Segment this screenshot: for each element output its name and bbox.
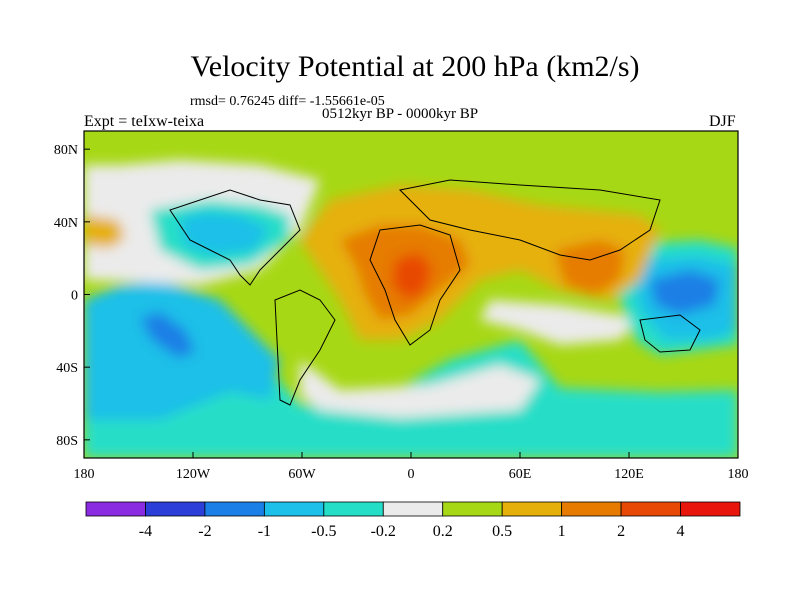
colorbar-swatch (382, 501, 444, 517)
contour-white-indian (480, 300, 640, 345)
colorbar-swatch (620, 501, 681, 517)
x-tick-label: 180 (74, 467, 95, 482)
colorbar-label: -1 (258, 523, 271, 540)
coast-south-america (274, 289, 336, 406)
colorbar-label: -0.2 (371, 523, 396, 540)
contour-blue-pacific-center (140, 312, 195, 358)
colorbar-label: 0.5 (492, 523, 512, 540)
colorbar-label: 4 (677, 523, 685, 540)
colorbar-swatch (680, 501, 741, 517)
colorbar-label: -2 (198, 523, 211, 540)
experiment-label: Expt = teIxw-teixa (84, 113, 205, 130)
colorbar: -4 -2 -1 -0.5 -0.2 0.2 0.5 1 2 4 (85, 501, 741, 540)
colorbar-swatch (501, 501, 563, 517)
coast-australia (639, 314, 701, 353)
colorbar-swatch (323, 501, 384, 517)
y-tick-label: 80N (54, 143, 78, 158)
contour-red-africa (392, 252, 432, 300)
colorbar-swatch (442, 501, 503, 517)
coast-north-america (169, 189, 301, 286)
colorbar-label: 2 (617, 523, 625, 540)
coast-africa (369, 224, 461, 346)
contour-cyan-south (84, 290, 738, 458)
colorbar-label: 0.2 (433, 523, 453, 540)
x-tick-label: 180 (728, 467, 749, 482)
coast-eurasia (398, 179, 661, 261)
colorbar-label: -4 (139, 523, 152, 540)
x-tick-label: 0 (408, 467, 415, 482)
x-tick-label: 120E (614, 467, 644, 482)
x-tick-label: 60E (509, 467, 532, 482)
colorbar-swatch (561, 501, 622, 517)
y-tick-label: 40N (54, 216, 78, 231)
colorbar-label: -0.5 (311, 523, 336, 540)
y-tick-label: 40S (56, 361, 78, 376)
period-subtitle: 0512kyr BP - 0000kyr BP (322, 106, 479, 122)
x-tick-label: 60W (288, 467, 316, 482)
colorbar-label: 1 (558, 523, 566, 540)
y-tick-label: 80S (56, 434, 78, 449)
contour-white-south-atlantic (300, 360, 540, 418)
colorbar-swatch (85, 501, 146, 517)
y-tick-label: 0 (71, 289, 78, 304)
contour-lightblue-north-america (180, 212, 270, 255)
chart-title: Velocity Potential at 200 hPa (km2/s) (190, 50, 640, 83)
colorbar-swatch (145, 501, 206, 517)
colorbar-swatch (263, 501, 325, 517)
x-tick-label: 120W (176, 467, 211, 482)
colorbar-swatch (204, 501, 265, 517)
coastlines (169, 179, 701, 406)
season-label: DJF (709, 113, 736, 130)
contour-blue-west-pacific-center (650, 270, 720, 315)
contour-orange-north-pacific (84, 215, 125, 248)
stats-label: rmsd= 0.76245 diff= -1.55661e-05 (190, 94, 385, 109)
velocity-potential-field (84, 131, 738, 458)
map-axes: 180 120W 60W 0 60E 120E 180 80N 40N 0 40S 80S (54, 143, 749, 482)
